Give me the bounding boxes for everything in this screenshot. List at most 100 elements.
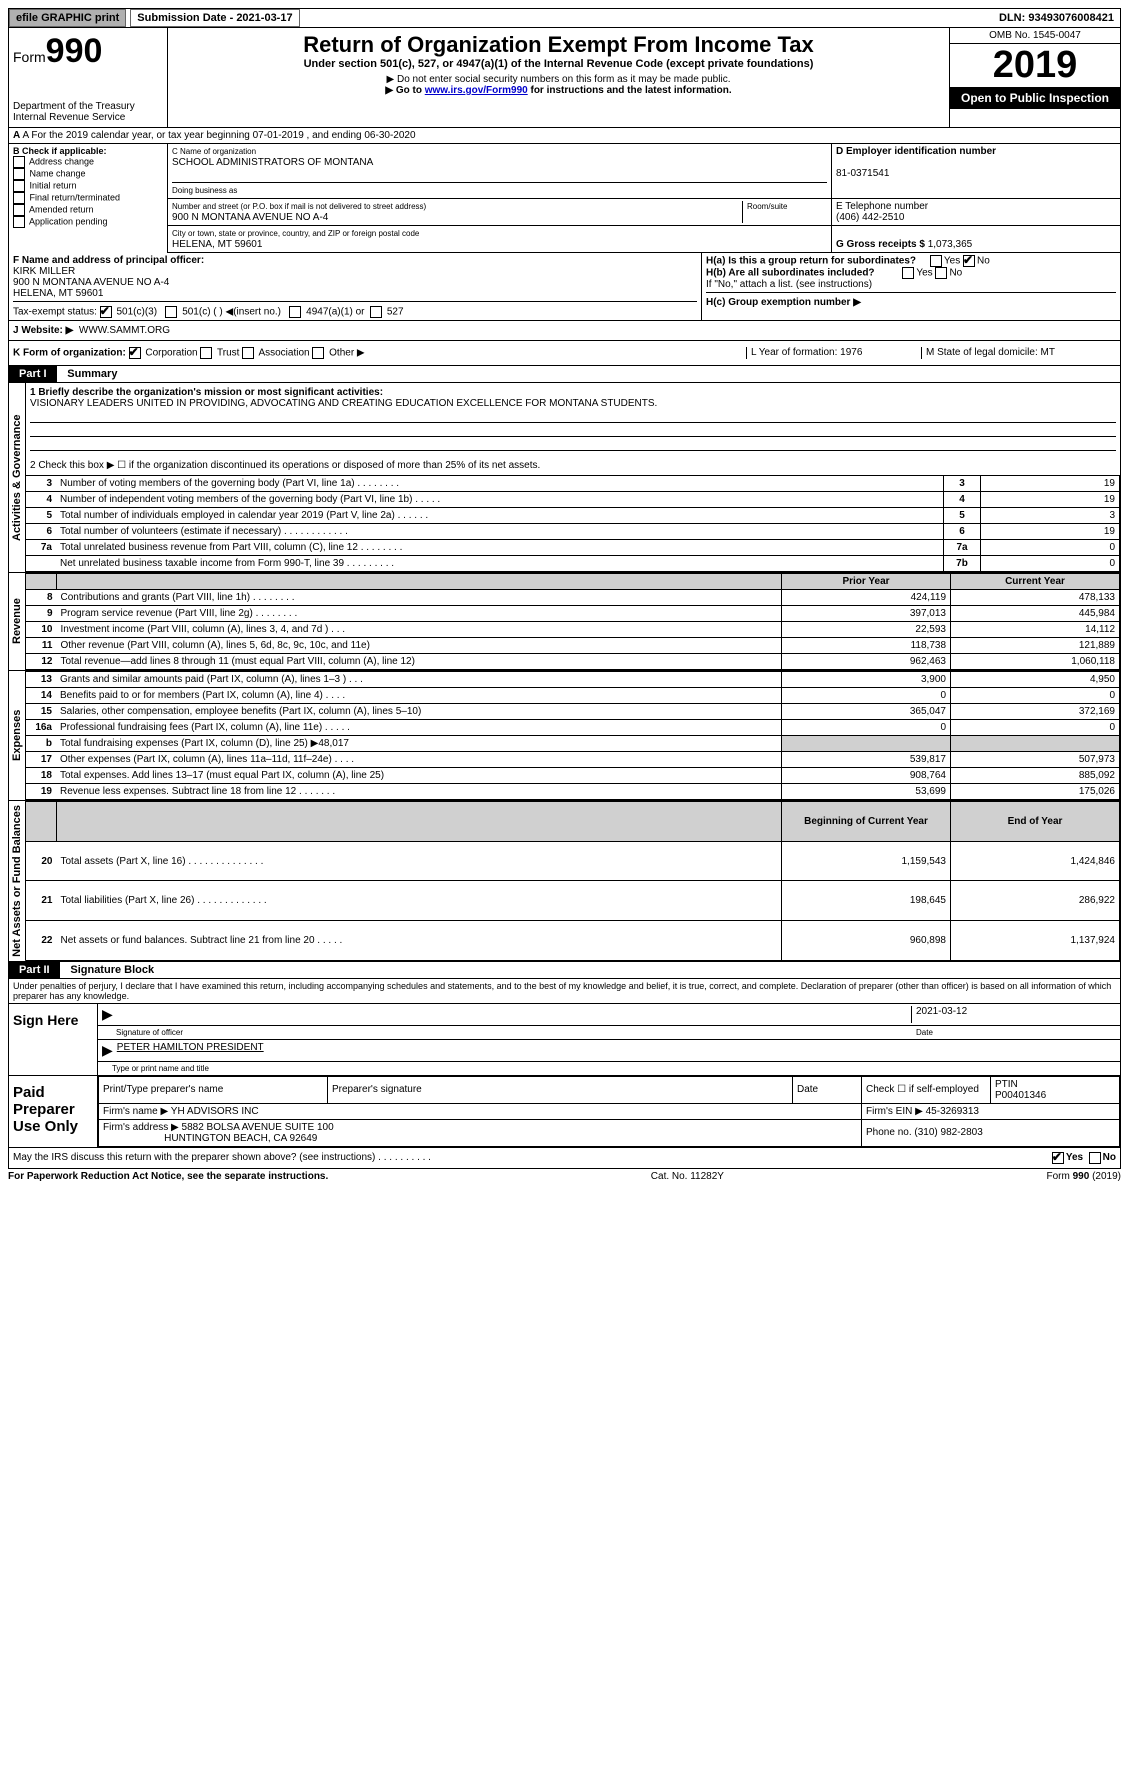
lbl-501c: 501(c) ( ) ◀(insert no.)	[182, 307, 281, 318]
cb-irs-yes[interactable]	[1052, 1152, 1064, 1164]
irs-yes: Yes	[1066, 1152, 1083, 1164]
sign-here-block: Sign Here ▶2021-03-12 Signature of offic…	[8, 1004, 1121, 1076]
row-j: J Website: ▶ WWW.SAMMT.ORG	[8, 321, 1121, 341]
cb-527[interactable]	[370, 306, 382, 318]
irs-no: No	[1103, 1152, 1116, 1164]
lbl-4947: 4947(a)(1) or	[306, 307, 364, 318]
cb-501c[interactable]	[165, 306, 177, 318]
mission: VISIONARY LEADERS UNITED IN PROVIDING, A…	[30, 398, 657, 409]
cb-amended-return[interactable]	[13, 204, 25, 216]
part1-expenses: Expenses 13Grants and similar amounts pa…	[8, 671, 1121, 801]
city: HELENA, MT 59601	[172, 239, 262, 250]
firm-ein: 45-3269313	[926, 1106, 979, 1117]
cb-hb-no[interactable]	[935, 267, 947, 279]
prep-sig-lbl: Preparer's signature	[328, 1076, 793, 1103]
cb-initial-return[interactable]	[13, 180, 25, 192]
cb-application-pending[interactable]	[13, 216, 25, 228]
part2-title: Signature Block	[62, 964, 154, 976]
firm-name: YH ADVISORS INC	[171, 1106, 259, 1117]
ha-no: No	[977, 256, 990, 267]
lbl-trust: Trust	[217, 348, 239, 359]
org-name: SCHOOL ADMINISTRATORS OF MONTANA	[172, 157, 373, 168]
part2-hdr: Part II	[9, 962, 60, 978]
cb-ha-yes[interactable]	[930, 255, 942, 267]
may-irs: May the IRS discuss this return with the…	[13, 1152, 1052, 1164]
form-prefix: Form	[13, 49, 46, 65]
gross-receipts: 1,073,365	[928, 239, 973, 250]
hb-yes: Yes	[916, 268, 932, 279]
prep-name-lbl: Print/Type preparer's name	[99, 1076, 328, 1103]
cb-irs-no[interactable]	[1089, 1152, 1101, 1164]
cb-address-change[interactable]	[13, 156, 25, 168]
f-lbl: F Name and address of principal officer:	[13, 255, 204, 266]
street-addr: 900 N MONTANA AVENUE NO A-4	[172, 212, 328, 223]
irs-label: Internal Revenue Service	[13, 112, 163, 123]
form-number: 990	[46, 32, 103, 70]
cb-trust[interactable]	[200, 347, 212, 359]
cb-assoc[interactable]	[242, 347, 254, 359]
cb-501c3[interactable]	[100, 306, 112, 318]
omb-number: OMB No. 1545-0047	[950, 28, 1120, 44]
irs-link[interactable]: www.irs.gov/Form990	[425, 85, 528, 96]
lbl-other: Other ▶	[329, 348, 364, 359]
ha-yes: Yes	[944, 256, 960, 267]
dln: DLN: 93493076008421	[993, 10, 1120, 26]
addr-lbl: Number and street (or P.O. box if mail i…	[172, 202, 426, 211]
form-foot: 990	[1073, 1171, 1090, 1182]
l-year: L Year of formation: 1976	[746, 347, 921, 359]
city-lbl: City or town, state or province, country…	[172, 229, 419, 238]
cb-4947[interactable]	[289, 306, 301, 318]
row-k: K Form of organization: Corporation Trus…	[8, 341, 1121, 366]
k-lbl: K Form of organization:	[13, 348, 126, 359]
self-emp: Check ☐ if self-employed	[862, 1076, 991, 1103]
officer-name: KIRK MILLER	[13, 266, 75, 277]
box-b-label: B Check if applicable:	[13, 146, 107, 156]
row-a-text: A For the 2019 calendar year, or tax yea…	[22, 130, 415, 141]
pra-notice: For Paperwork Reduction Act Notice, see …	[8, 1171, 328, 1182]
phone: (406) 442-2510	[836, 212, 904, 223]
hc-lbl: H(c) Group exemption number ▶	[706, 297, 861, 308]
officer-name-title: PETER HAMILTON PRESIDENT	[113, 1042, 264, 1059]
section-b-g: B Check if applicable: Address change Na…	[8, 144, 1121, 253]
firm-name-lbl: Firm's name ▶	[103, 1106, 168, 1117]
sign-here: Sign Here	[9, 1004, 98, 1075]
firm-addr2: HUNTINGTON BEACH, CA 92649	[164, 1133, 317, 1144]
vtab-exp: Expenses	[9, 671, 26, 800]
form-header: Form990 Department of the Treasury Inter…	[8, 28, 1121, 128]
part1-revenue: Revenue Prior YearCurrent Year8Contribut…	[8, 573, 1121, 671]
part1-body: Activities & Governance 1 Briefly descri…	[8, 383, 1121, 573]
firm-addr-lbl: Firm's address ▶	[103, 1122, 179, 1133]
perjury-decl: Under penalties of perjury, I declare th…	[8, 979, 1121, 1004]
submission-date: Submission Date - 2021-03-17	[130, 9, 299, 27]
sig-date: 2021-03-12	[916, 1006, 967, 1017]
hb-no: No	[949, 268, 962, 279]
firm-addr1: 5882 BOLSA AVENUE SUITE 100	[182, 1122, 334, 1133]
cb-corp[interactable]	[129, 347, 141, 359]
note-ssn: ▶ Do not enter social security numbers o…	[172, 74, 945, 85]
officer-addr1: 900 N MONTANA AVENUE NO A-4	[13, 277, 169, 288]
form-subtitle: Under section 501(c), 527, or 4947(a)(1)…	[172, 58, 945, 70]
vtab-gov: Activities & Governance	[9, 383, 26, 572]
arrow-icon: ▶	[102, 1042, 113, 1059]
part1-hdr: Part I	[9, 366, 57, 382]
officer-addr2: HELENA, MT 59601	[13, 288, 103, 299]
phone-lbl: Phone no.	[866, 1127, 912, 1138]
section-f-h: F Name and address of principal officer:…	[8, 253, 1121, 321]
dba-lbl: Doing business as	[172, 186, 237, 195]
efile-btn[interactable]: efile GRAPHIC print	[9, 9, 126, 27]
tax-year: 2019	[950, 44, 1120, 87]
hb-lbl: H(b) Are all subordinates included?	[706, 268, 875, 279]
d-ein-lbl: D Employer identification number	[836, 146, 996, 157]
row-a: A A For the 2019 calendar year, or tax y…	[8, 128, 1121, 144]
cb-hb-yes[interactable]	[902, 267, 914, 279]
cb-ha-no[interactable]	[963, 255, 975, 267]
firm-ein-lbl: Firm's EIN ▶	[866, 1106, 923, 1117]
j-lbl: J Website: ▶	[13, 325, 73, 336]
cb-other[interactable]	[312, 347, 324, 359]
cb-final-return-terminated[interactable]	[13, 192, 25, 204]
g-gross-lbl: G Gross receipts $	[836, 239, 925, 250]
tax-status-lbl: Tax-exempt status:	[13, 307, 97, 318]
date-lbl: Date	[912, 1028, 1116, 1037]
cb-name-change[interactable]	[13, 168, 25, 180]
note-goto-post: for instructions and the latest informat…	[528, 85, 732, 96]
